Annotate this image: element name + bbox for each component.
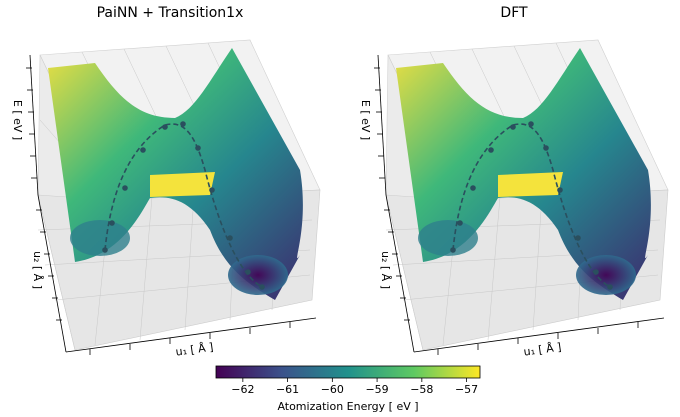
energy-well-right	[228, 255, 288, 295]
path-markers	[450, 121, 613, 290]
axes-lines	[377, 54, 665, 353]
panel-right: DFT E [ eV ] u₂ [ Å ] u₁ [ Å ]	[359, 5, 669, 359]
colorbar-label: Atomization Energy [ eV ]	[277, 400, 418, 413]
min-energy-path	[452, 123, 611, 288]
y-axis-label-right: u₂ [ Å ]	[379, 251, 392, 289]
y-axis-label-left: u₂ [ Å ]	[31, 251, 44, 289]
z-axis-label-right: E [ eV ]	[359, 100, 372, 140]
energy-well-left	[70, 220, 130, 256]
panel-title-left: PaiNN + Transition1x	[97, 5, 244, 21]
path-markers	[102, 121, 265, 290]
colorbar-tick-label: −60	[321, 383, 344, 396]
x-axis-label-left: u₁ [ Å ]	[175, 340, 214, 358]
panel-left: PaiNN + Transition1x E [ eV ] u₂ [ Å ] u…	[11, 5, 321, 359]
energy-well-right	[576, 255, 636, 295]
min-energy-path	[104, 123, 263, 288]
colorbar-tick-label: −57	[455, 383, 478, 396]
x-axis-label-right: u₁ [ Å ]	[523, 340, 562, 358]
colorbar-tick-label: −58	[410, 383, 433, 396]
colorbar-gradient	[215, 365, 481, 379]
energy-well-left	[418, 220, 478, 256]
z-axis-label-left: E [ eV ]	[11, 100, 24, 140]
axis-ticks	[26, 67, 291, 355]
colorbar-ticks: −62 −61 −60 −59 −58 −57	[231, 378, 478, 396]
colorbar-tick-label: −59	[365, 383, 388, 396]
colorbar: −62 −61 −60 −59 −58 −57 Atomization Energy [ …	[215, 365, 481, 413]
panel-title-right: DFT	[500, 5, 528, 21]
axis-ticks	[374, 67, 639, 355]
front-ridge	[498, 172, 563, 197]
colorbar-tick-label: −62	[231, 383, 254, 396]
front-ridge	[150, 172, 215, 197]
axes-lines	[29, 54, 317, 353]
colorbar-tick-label: −61	[276, 383, 299, 396]
